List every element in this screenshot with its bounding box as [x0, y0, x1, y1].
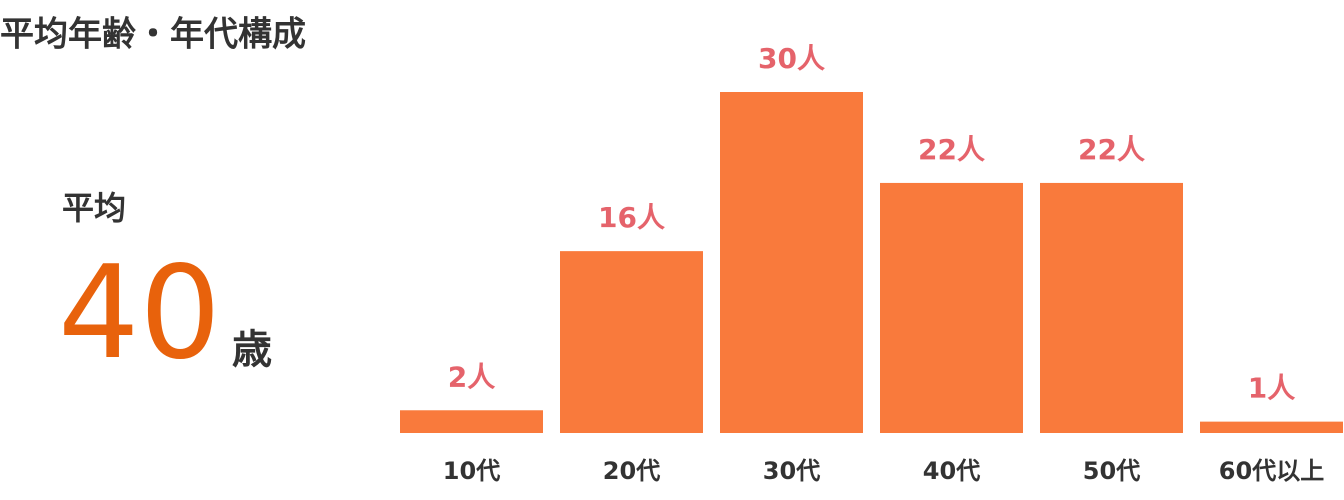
x-tick-label: 10代: [443, 457, 500, 485]
x-tick-label: 50代: [1083, 457, 1140, 485]
x-tick-label: 20代: [603, 457, 660, 485]
value-label: 16人: [598, 201, 665, 234]
bar: [400, 410, 543, 433]
average-value: 40: [58, 239, 221, 388]
value-label: 1人: [1248, 372, 1295, 405]
x-tick-label: 40代: [923, 457, 980, 485]
value-label: 22人: [1078, 133, 1145, 166]
bar: [880, 182, 1023, 433]
bar: [1040, 182, 1183, 433]
bar: [560, 251, 703, 433]
bar: [720, 92, 863, 433]
x-tick-label: 30代: [763, 457, 820, 485]
title: 平均年齢・年代構成: [0, 15, 306, 55]
value-label: 22人: [918, 133, 985, 166]
value-label: 30人: [758, 42, 825, 75]
x-tick-label: 60代以上: [1219, 457, 1324, 485]
bar: [1200, 421, 1343, 433]
average-unit: 歳: [232, 327, 272, 373]
average-label: 平均: [62, 189, 126, 227]
value-label: 2人: [448, 360, 495, 393]
